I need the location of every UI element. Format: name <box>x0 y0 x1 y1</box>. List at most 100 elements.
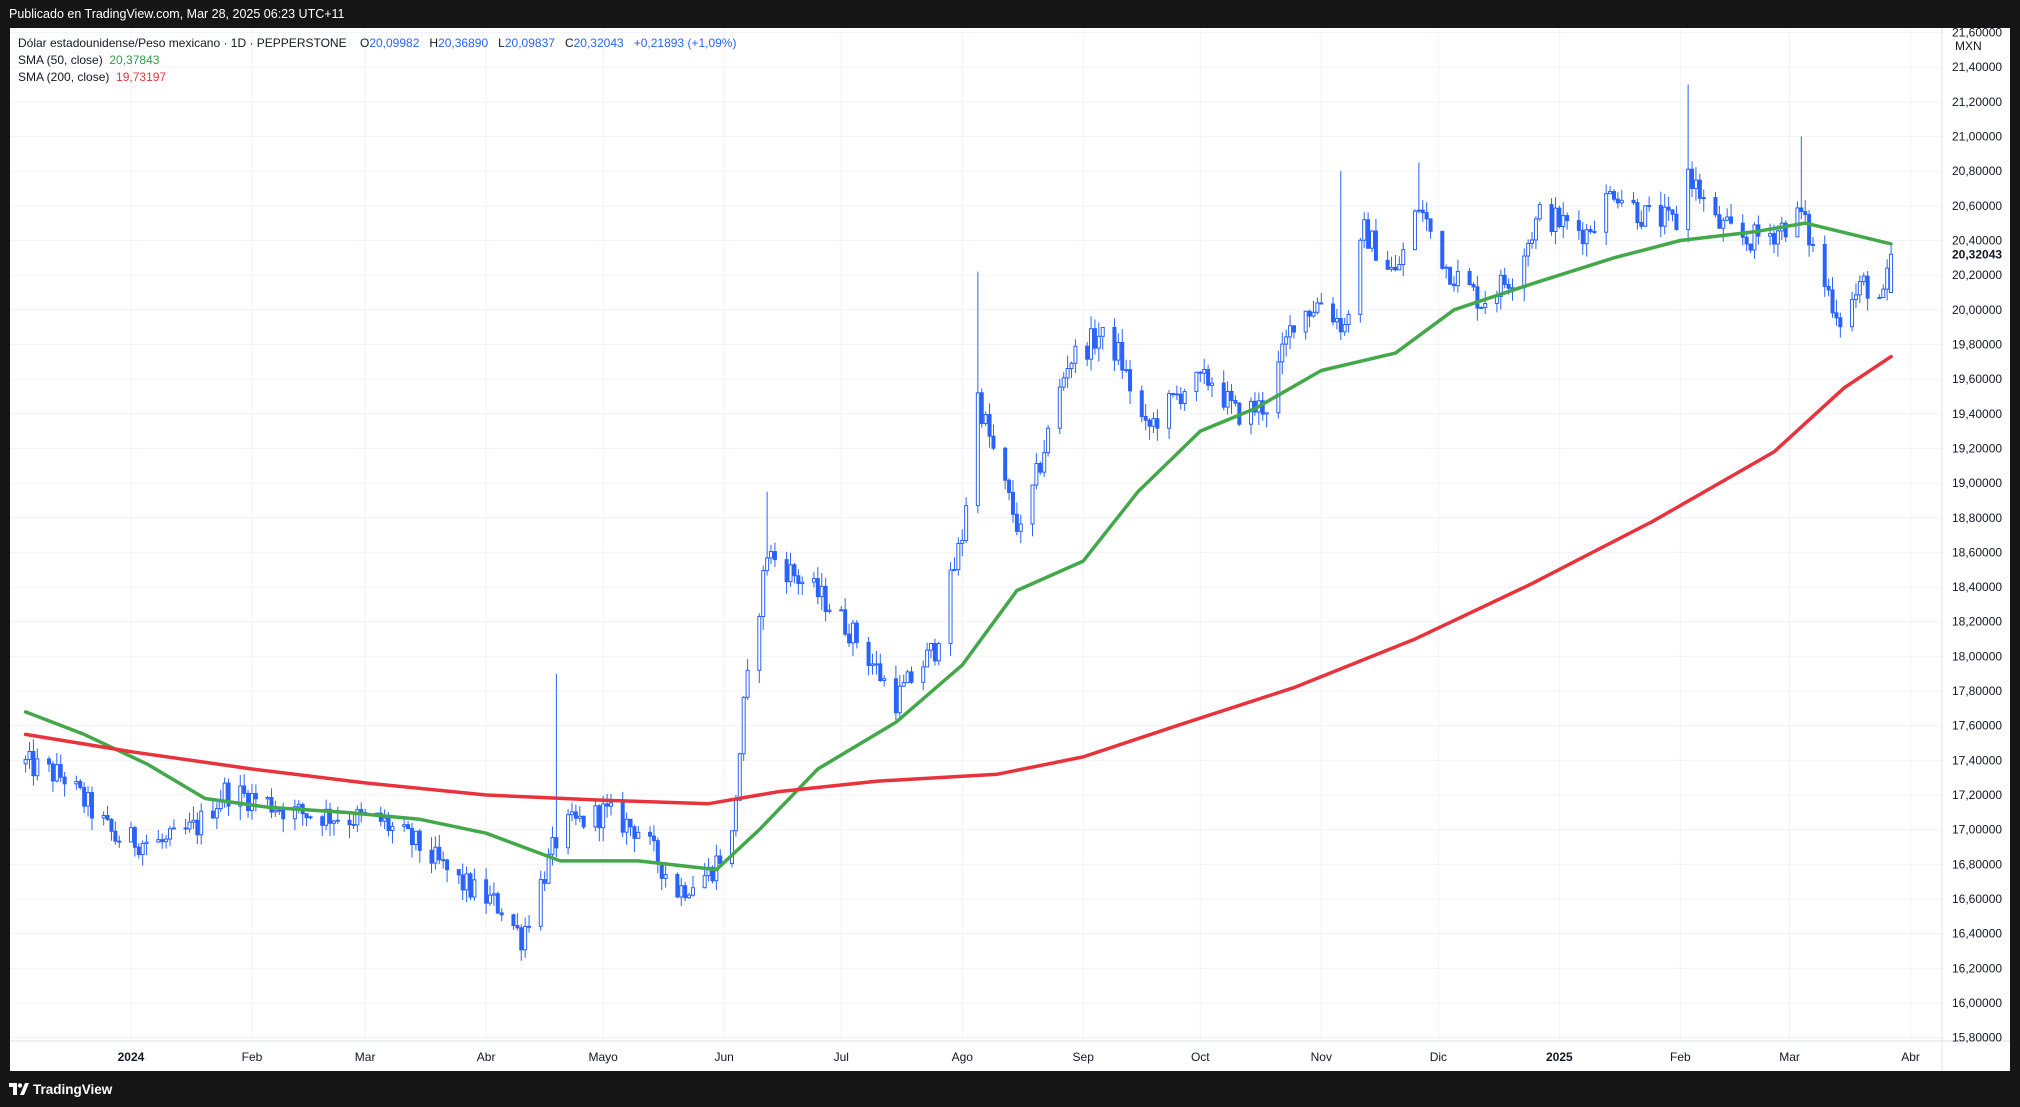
candle-body <box>1565 215 1570 222</box>
sma50-label: SMA (50, close) <box>18 53 103 67</box>
candle-body <box>1830 289 1835 314</box>
open-value: 20,09982 <box>369 36 420 50</box>
candle-body <box>132 827 137 848</box>
y-tick-label: 16,40000 <box>1952 927 2002 941</box>
price-axis[interactable]: 15,80000 16,00000 16,20000 16,40000 16,60000… <box>1944 28 2008 1045</box>
symbol-name[interactable]: Dólar estadounidense/Peso mexicano · 1D … <box>18 36 347 50</box>
candle-body <box>246 792 251 811</box>
sma200-label: SMA (200, close) <box>18 70 110 84</box>
candle-body <box>624 818 629 833</box>
x-tick-label: Mayo <box>589 1050 619 1064</box>
y-tick-label: 19,60000 <box>1952 372 2002 386</box>
candle-body <box>741 696 746 755</box>
candle-body <box>1674 213 1679 230</box>
candle-body <box>648 831 653 837</box>
currency-label[interactable]: MXN <box>1955 39 1982 53</box>
y-tick-label: 21,40000 <box>1952 60 2002 74</box>
candle-body <box>109 818 114 832</box>
candle-body <box>1522 255 1527 289</box>
candle-body <box>140 842 145 855</box>
candle-body <box>1100 326 1105 337</box>
candle-body <box>1483 303 1488 308</box>
candle-body <box>1073 345 1078 364</box>
candle-body <box>1701 197 1706 200</box>
candle-body <box>74 780 79 785</box>
candle-body <box>878 663 883 682</box>
candle-body <box>1795 207 1800 238</box>
candle-body <box>456 869 461 876</box>
tradingview-logo[interactable]: TradingView <box>9 1080 112 1098</box>
candle-body <box>729 830 734 865</box>
chart-frame[interactable]: 15,80000 16,00000 16,20000 16,40000 16,60000… <box>10 28 2010 1071</box>
candle-body <box>1170 393 1175 396</box>
candle-body <box>495 893 500 914</box>
candle-body <box>901 682 906 687</box>
candle-body <box>523 925 528 951</box>
candle-body <box>675 874 680 898</box>
candle-body <box>304 813 309 819</box>
y-tick-label: 19,00000 <box>1952 476 2002 490</box>
candle-body <box>1451 283 1456 287</box>
candle-body <box>238 785 243 807</box>
y-tick-label: 17,60000 <box>1952 719 2002 733</box>
candle-body <box>1143 415 1148 421</box>
candle-body <box>1010 491 1015 515</box>
candle-body <box>1092 328 1097 349</box>
candle-body <box>1838 317 1843 328</box>
candle-body <box>620 802 625 833</box>
candle-body <box>164 838 169 843</box>
candle-body <box>663 874 668 879</box>
candle-body <box>1334 317 1339 323</box>
time-axis[interactable]: 2024 Feb Mar Abr Mayo Jun Jul Ago Sep Oct Nov Dic 20… <box>118 1050 1920 1064</box>
x-tick-label: Oct <box>1191 1050 1210 1064</box>
y-tick-label: 20,00000 <box>1952 303 2002 317</box>
candle-body <box>409 828 414 846</box>
price-chart[interactable]: 15,80000 16,00000 16,20000 16,40000 16,60000… <box>10 28 2010 1071</box>
candle-body <box>1448 266 1453 285</box>
candle-body <box>1428 218 1433 232</box>
candle-body <box>1198 371 1203 374</box>
candle-body <box>800 581 805 585</box>
y-tick-label: 17,40000 <box>1952 753 2002 767</box>
x-tick-label: 2024 <box>118 1050 145 1064</box>
candle-body <box>1889 253 1894 294</box>
candle-body <box>402 824 407 827</box>
candle-body <box>460 874 465 891</box>
legend-sma200-row[interactable]: SMA (200, close) 19,73197 <box>18 69 736 86</box>
candle-body <box>1034 463 1039 486</box>
candle-body <box>655 840 660 864</box>
x-tick-label: Nov <box>1311 1050 1332 1064</box>
candle-body <box>936 643 941 662</box>
legend-sma50-row[interactable]: SMA (50, close) 20,37843 <box>18 52 736 69</box>
candle-body <box>105 815 110 820</box>
sma50-value: 20,37843 <box>109 53 160 67</box>
candle-body <box>745 669 750 698</box>
y-tick-label: 21,20000 <box>1952 95 2002 109</box>
candle-body <box>515 925 520 929</box>
candle-body <box>1576 220 1581 231</box>
candle-body <box>1850 299 1855 328</box>
candle-body <box>1822 243 1827 287</box>
candle-body <box>1744 236 1749 245</box>
candle-body <box>952 569 957 572</box>
candle-body <box>249 793 254 811</box>
candle-body <box>445 859 450 871</box>
candle-body <box>1338 317 1343 333</box>
candle-body <box>168 828 173 840</box>
candle-body <box>975 392 980 507</box>
candle-body <box>1061 377 1066 388</box>
candle-body <box>1506 283 1511 289</box>
candle-body <box>1658 204 1663 227</box>
candle-body <box>1167 393 1172 429</box>
candle-body <box>433 846 438 864</box>
candle-body <box>843 609 848 635</box>
y-tick-label: 19,20000 <box>1952 441 2002 455</box>
candle-body <box>1007 479 1012 493</box>
candle-body <box>1178 393 1183 405</box>
candle-body <box>199 810 204 836</box>
candle-body <box>27 750 32 761</box>
candlesticks <box>23 84 1894 961</box>
candle-body <box>1475 286 1480 309</box>
candle-body <box>214 808 219 819</box>
candle-body <box>1725 216 1730 221</box>
